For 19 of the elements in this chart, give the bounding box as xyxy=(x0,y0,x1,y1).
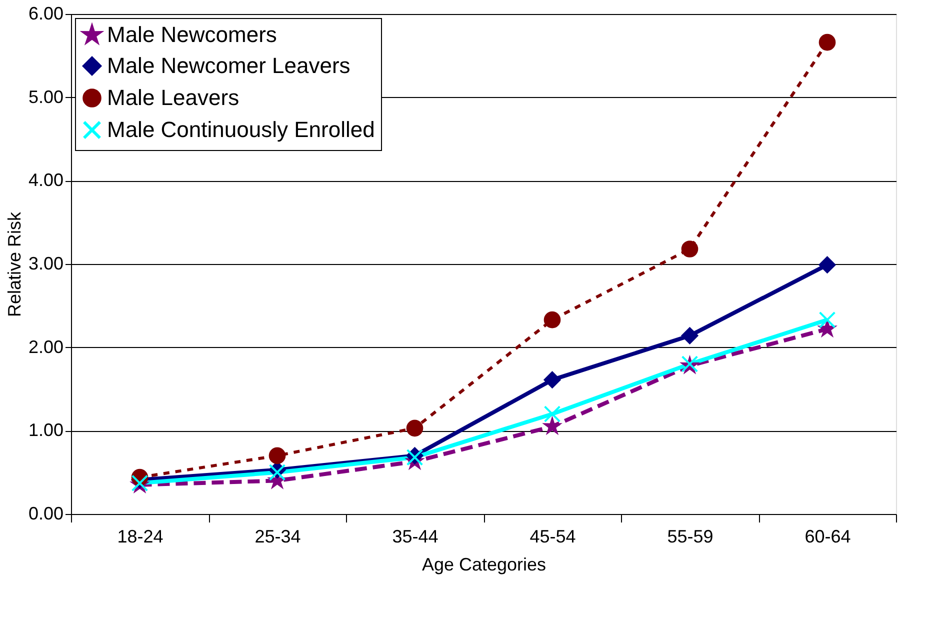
legend-label: Male Leavers xyxy=(107,85,240,110)
x-tick-label: 45-54 xyxy=(530,526,576,546)
y-tick-label: 3.00 xyxy=(28,254,64,274)
y-tick-label: 0.00 xyxy=(28,504,64,524)
x-tick-label: 55-59 xyxy=(667,526,714,546)
y-tick-label: 5.00 xyxy=(28,86,64,107)
y-tick-label: 1.00 xyxy=(28,420,64,440)
x-tick-label: 25-34 xyxy=(254,526,301,546)
y-tick-label: 4.00 xyxy=(28,170,64,190)
legend-label: Male Newcomers xyxy=(107,22,277,47)
legend-label: Male Newcomer Leavers xyxy=(107,53,350,78)
x-axis-title: Age Categories xyxy=(422,554,546,574)
x-tick-label: 18-24 xyxy=(117,526,164,546)
legend-label: Male Continuously Enrolled xyxy=(107,117,375,142)
y-axis-title: Relative Risk xyxy=(4,210,24,318)
x-tick-label: 35-44 xyxy=(392,526,438,546)
y-tick-label: 2.00 xyxy=(28,336,64,357)
y-tick-label: 6.00 xyxy=(28,4,64,24)
x-tick-label: 60-64 xyxy=(804,526,851,546)
